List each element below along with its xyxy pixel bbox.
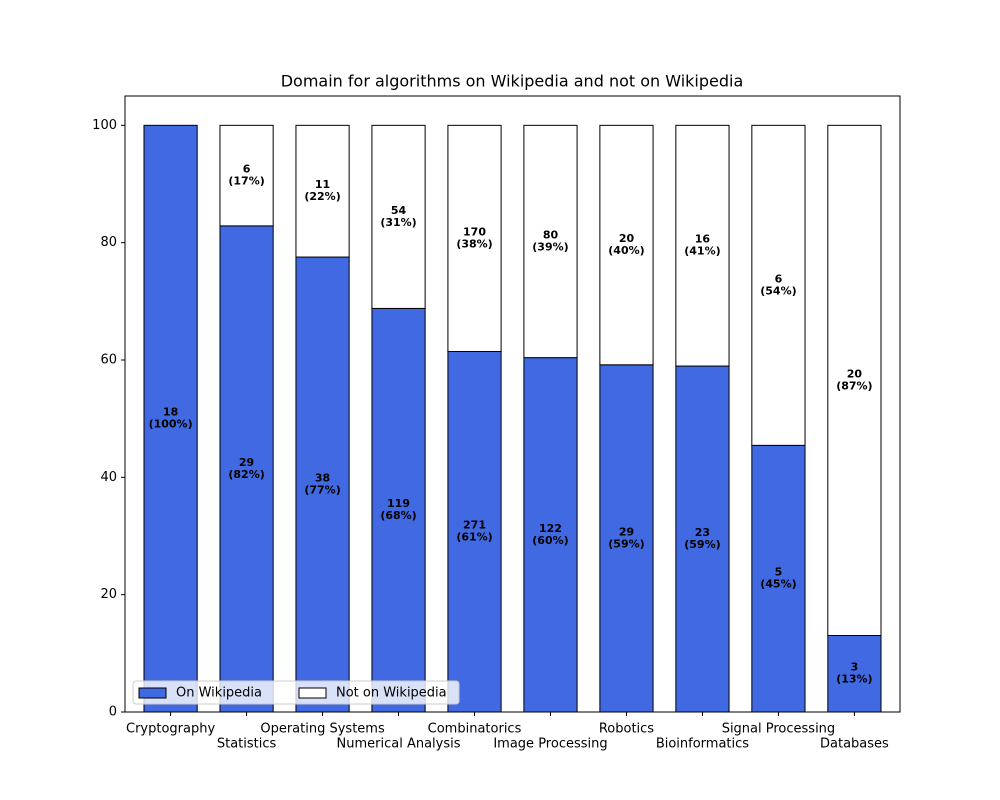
bar-percent-label: (40%) [608,244,644,257]
legend-frame [132,680,460,705]
x-tick-label: Combinatorics [428,722,522,737]
bar-count-label: 16 [695,233,711,246]
bar-count-label: 80 [543,228,559,241]
bar-percent-label: (59%) [684,538,720,551]
bar-percent-label: (87%) [836,379,872,392]
legend-label: On Wikipedia [176,686,262,701]
bar [371,124,426,309]
bar [675,365,730,713]
bar-percent-label: (61%) [456,531,492,544]
bar-percent-label: (22%) [304,190,340,203]
bar [219,124,274,227]
x-tick-label: Operating Systems [260,722,385,737]
bar [523,124,578,359]
bar-percent-label: (77%) [304,484,340,497]
bar [751,124,806,446]
bar-count-label: 18 [163,406,178,419]
legend: On Wikipedia Not on Wikipedia [132,680,460,705]
bar-count-label: 54 [391,204,407,217]
bar [295,256,350,713]
bar-percent-label: (82%) [228,468,264,481]
x-tick-label: Image Processing [493,737,607,752]
legend-swatch [298,687,327,699]
bar-count-label: 6 [775,272,783,285]
bar [295,124,350,258]
y-tick-label: 20 [100,587,117,602]
bar-count-label: 6 [243,163,251,176]
bar [447,350,502,713]
y-tick-label: 100 [92,118,117,133]
bar-percent-label: (54%) [760,284,796,297]
bar-percent-label: (31%) [380,216,416,229]
bar-percent-label: (60%) [532,534,568,547]
x-tick-label: Signal Processing [722,722,835,737]
bar-percent-label: (38%) [456,237,492,250]
bar [827,634,882,713]
y-tick-label: 80 [100,235,117,250]
legend-swatch [138,687,167,699]
bar-count-label: 20 [847,367,863,380]
bar [599,124,654,366]
bar-count-label: 11 [315,178,330,191]
bar-count-label: 3 [851,661,859,674]
y-tick-label: 40 [100,470,117,485]
x-tick-label: Cryptography [126,722,215,737]
x-tick-label: Bioinformatics [656,737,749,752]
bar [523,357,578,713]
y-tick-label: 0 [109,705,117,720]
y-tick-label: 60 [100,353,117,368]
bar [675,124,730,367]
bar-count-label: 122 [539,522,562,535]
bar-percent-label: (13%) [836,673,872,686]
bar-count-label: 38 [315,472,330,485]
chart-title: Domain for algorithms on Wikipedia and n… [281,72,744,91]
bar-percent-label: (41%) [684,245,720,258]
x-tick-label: Databases [820,737,889,752]
bar-count-label: 23 [695,526,710,539]
bar [447,124,502,352]
bar-count-label: 170 [463,225,486,238]
bar-count-label: 119 [387,497,410,510]
bar-count-label: 29 [619,525,634,538]
bar-count-label: 20 [619,232,635,245]
x-tick-label: Robotics [599,722,654,737]
bar-percent-label: (45%) [760,578,796,591]
bar-percent-label: (39%) [532,240,568,253]
bar [827,124,882,636]
legend-label: Not on Wikipedia [336,686,447,701]
bar-percent-label: (59%) [608,537,644,550]
bar-percent-label: (100%) [149,418,193,431]
x-tick-label: Statistics [217,737,277,752]
bar [143,124,198,713]
bar-count-label: 29 [239,456,254,469]
bar-percent-label: (17%) [228,175,264,188]
bar [219,225,274,713]
bar-count-label: 5 [775,566,783,579]
bar-percent-label: (68%) [380,509,416,522]
x-tick-label: Numerical Analysis [337,737,461,752]
bar-count-label: 271 [463,519,486,532]
plot-frame [124,95,901,713]
